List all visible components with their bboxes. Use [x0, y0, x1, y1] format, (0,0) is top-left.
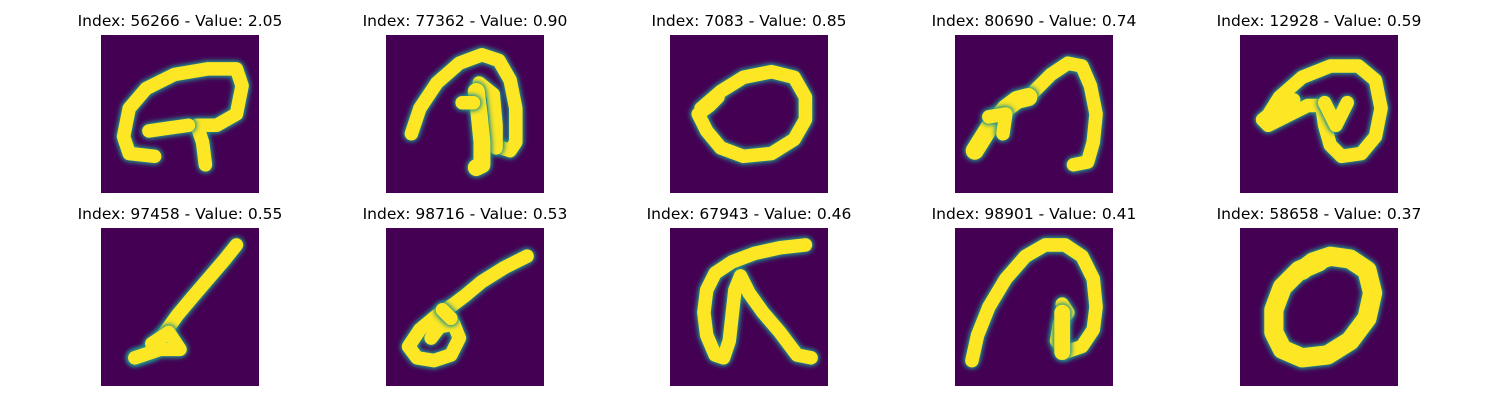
panel-title: Index: 77362 - Value: 0.90 [362, 12, 568, 30]
panel-title: Index: 12928 - Value: 0.59 [1216, 12, 1422, 30]
alpha-cross-icon [670, 228, 828, 386]
panel-title: Index: 58658 - Value: 0.37 [1216, 205, 1422, 223]
digit-image [386, 35, 544, 193]
curl-loop-icon [101, 35, 259, 193]
digit-image [101, 35, 259, 193]
zero-ring-icon [1240, 228, 1398, 386]
panel-title: Index: 98901 - Value: 0.41 [931, 205, 1137, 223]
digit-image [955, 228, 1113, 386]
digit-image [670, 35, 828, 193]
panel-title: Index: 56266 - Value: 2.05 [77, 12, 283, 30]
panel-title: Index: 67943 - Value: 0.46 [646, 205, 852, 223]
arch-stem-icon [386, 35, 544, 193]
panel-title: Index: 80690 - Value: 0.74 [931, 12, 1137, 30]
digit-image [1240, 35, 1398, 193]
diagonal-loop-icon [101, 228, 259, 386]
digit-image [955, 35, 1113, 193]
digit-image [386, 228, 544, 386]
panel-title: Index: 98716 - Value: 0.53 [362, 205, 568, 223]
hook-curl-icon [955, 228, 1113, 386]
hook-arrow-icon [955, 35, 1113, 193]
panel-title: Index: 97458 - Value: 0.55 [77, 205, 283, 223]
loop-swirl-icon [1240, 35, 1398, 193]
digit-image [1240, 228, 1398, 386]
digit-image [670, 228, 828, 386]
panel-title: Index: 7083 - Value: 0.85 [651, 12, 847, 30]
oval-tail-icon [670, 35, 828, 193]
digit-image [101, 228, 259, 386]
diagonal-blob-icon [386, 228, 544, 386]
